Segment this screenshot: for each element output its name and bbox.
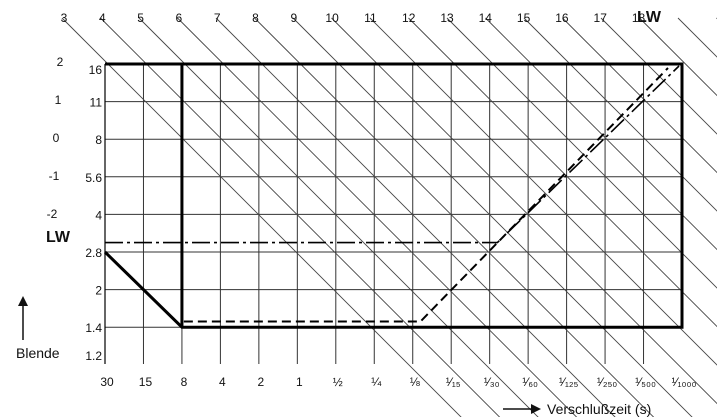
lw-left-tick: -2 [47,207,58,221]
lw-diagonal [639,17,717,97]
lw-diagonal [408,17,717,328]
aperture-arrow [18,296,28,340]
aperture-tick: 4 [95,208,102,222]
lw-top-tick: 10 [325,11,339,25]
shutter-tick: ⅛ [410,375,421,389]
lw-top-tick: 11 [364,11,377,25]
lw-top-tick: 16 [555,11,569,25]
lw-diagonal [600,17,717,135]
lw-top-tick: 12 [402,11,416,25]
shutter-tick: ¹⁄₁₅ [446,375,461,389]
lw-left-tick: 0 [53,131,60,145]
lw-diagonal [177,17,578,417]
shutter-axis-label: Verschlußzeit (s) [547,401,651,417]
shutter-tick: ¹⁄₆₀ [522,375,538,389]
curve-dashed [183,67,669,323]
lw-left-ticks: 2 1 0 -1 -2 [47,55,64,221]
lw-top-tick: 9 [290,11,297,25]
aperture-tick: 2 [95,284,102,298]
shutter-tick: ¹⁄₁₀₀₀ [672,375,697,389]
lw-diagonal [485,17,717,251]
lw-diagonal [523,17,717,212]
curve-dash-dot [105,65,680,244]
lw-diagonal [254,17,655,417]
shutter-tick: 30 [100,375,114,389]
lw-top-tick: 7 [214,11,221,25]
lw-diagonals [61,17,717,417]
lw-diagonal [677,17,717,58]
lw-top-tick: 17 [594,11,608,25]
shutter-tick: ½ [333,375,343,389]
shutter-tick: ¼ [371,375,382,389]
lw-top-tick: 5 [137,11,144,25]
aperture-axis-label: Blende [16,345,60,361]
lw-diagonal [138,17,539,417]
aperture-tick: 1.2 [85,349,102,363]
aperture-tick: 2.8 [85,246,102,260]
shutter-tick: 2 [258,375,265,389]
lw-left-tick: 1 [55,93,62,107]
aperture-tick: 11 [90,96,103,110]
lw-diagonal [562,17,717,174]
shutter-tick: ¹⁄₃₀ [484,375,500,389]
shutter-tick: 1 [296,375,303,389]
lw-diagonal [215,17,616,417]
lw-top-tick: 18 [632,11,646,25]
lw-diagonal [331,17,717,405]
lw-diagonal [446,17,717,289]
aperture-tick: 5.6 [85,171,102,185]
aperture-tick: 1.4 [85,321,102,335]
lw-top-tick: 4 [99,11,106,25]
lw-diagonal [369,17,717,366]
lw-diagonal [100,17,501,417]
aperture-tick: 16 [89,63,103,77]
shutter-tick: 15 [139,375,153,389]
shutter-tick: 4 [219,375,226,389]
shutter-tick: ¹⁄₁₂₅ [559,375,579,389]
lw-diagonal [292,17,693,417]
lw-top-tick: 8 [252,11,259,25]
lw-top-tick: 15 [517,11,531,25]
lw-top-ticks: 3 4 5 6 7 8 9 10 11 12 13 14 15 16 17 18 [61,11,646,25]
lw-top-tick: 14 [479,11,493,25]
lw-top-label: LW [637,9,662,26]
frame-border [103,62,684,329]
lw-top-tick: 3 [61,11,68,25]
shutter-tick: ¹⁄₅₀₀ [635,375,656,389]
frame [103,62,684,364]
shutter-ticks: 30 15 8 4 2 1 ½ ¼ ⅛ ¹⁄₁₅ ¹⁄₃₀ ¹⁄₆₀ ¹⁄₁₂₅ ¹⁄₂₅₀ ¹⁄₅₀₀ ¹⁄… [100,375,696,389]
lw-top-tick: 6 [176,11,183,25]
lw-top-tick: 13 [440,11,454,25]
lw-diagonal [61,17,462,417]
lw-left-tick: -1 [49,169,60,183]
aperture-ticks: 16 11 8 5.6 4 2.8 2 1.4 1.2 [85,63,102,363]
curves [105,65,680,323]
lw-left-label: LW [46,229,71,246]
shutter-tick: 8 [181,375,188,389]
shutter-arrow [503,404,541,414]
lw-left-tick: 2 [57,55,64,69]
aperture-tick: 8 [95,133,102,147]
shutter-tick: ¹⁄₂₅₀ [597,375,617,389]
